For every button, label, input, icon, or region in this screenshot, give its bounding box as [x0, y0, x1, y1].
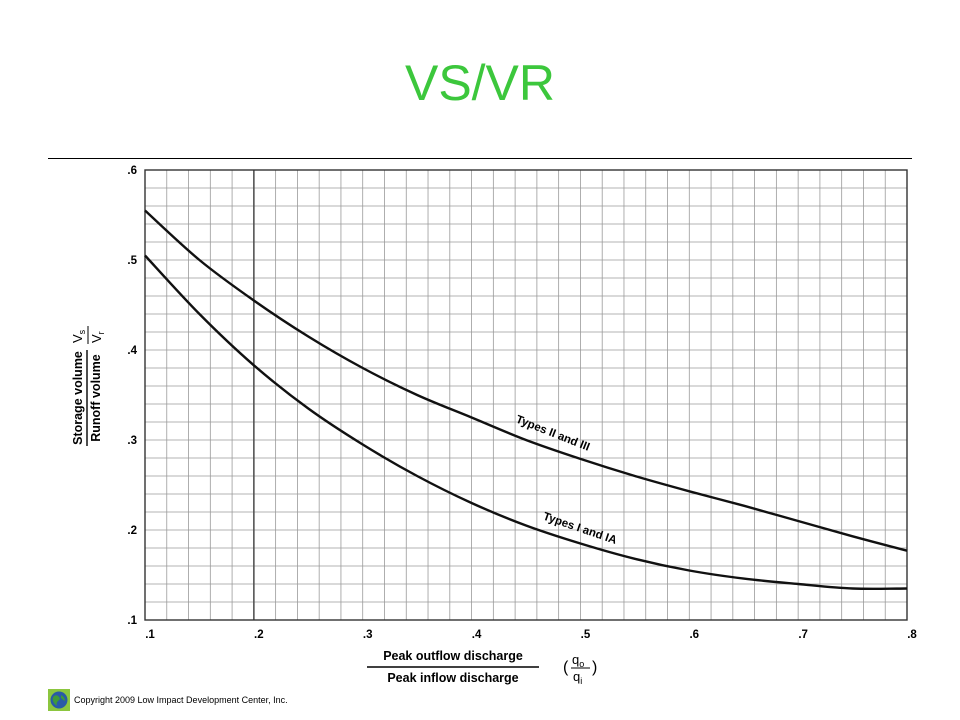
y-tick-label: .1: [127, 615, 137, 627]
x-tick-label: .5: [581, 629, 591, 641]
chart-grid: [144, 169, 908, 621]
x-symbol-close-paren: ): [592, 659, 597, 676]
x-axis-label: Peak outflow discharge Peak inflow disch…: [367, 649, 597, 686]
x-tick-label: .3: [363, 629, 373, 641]
y-axis-label-top: Storage volume: [71, 351, 85, 445]
x-tick-label: .6: [689, 629, 699, 641]
series-label-2: Types I and IA: [541, 511, 618, 547]
x-tick-label: .8: [907, 629, 917, 641]
footer: Copyright 2009 Low Impact Development Ce…: [48, 688, 288, 712]
y-tick-label: .3: [127, 435, 137, 447]
y-symbol-numerator: Vs: [70, 329, 87, 343]
x-tick-label: .4: [472, 629, 482, 641]
globe-logo-icon: [48, 689, 70, 711]
chart-series: [144, 209, 908, 591]
footer-copyright: Copyright 2009 Low Impact Development Ce…: [74, 695, 288, 705]
x-tick-label: .1: [145, 629, 155, 641]
y-axis-label: Storage volume Runoff volume Vs Vr: [70, 326, 106, 446]
title-divider: [48, 158, 912, 159]
x-tick-label: .7: [798, 629, 808, 641]
x-axis-label-bottom: Peak inflow discharge: [387, 671, 518, 685]
plot-frame: [144, 169, 908, 621]
y-axis-label-bottom: Runoff volume: [89, 354, 103, 442]
slide-title: VS/VR: [404, 55, 556, 111]
y-symbol-denominator: Vr: [89, 331, 106, 343]
series-line-2: [144, 254, 908, 591]
y-tick-label: .2: [127, 525, 137, 537]
series-line-1: [144, 209, 908, 552]
series-label-1: Types II and III: [514, 414, 591, 454]
x-symbol-numerator: qo: [572, 652, 584, 669]
y-tick-label: .6: [127, 165, 137, 177]
y-tick-label: .4: [127, 345, 137, 357]
x-axis-label-top: Peak outflow discharge: [383, 649, 523, 663]
x-symbol-open-paren: (: [563, 659, 569, 676]
y-tick-label: .5: [127, 255, 137, 267]
x-symbol-denominator: qi: [573, 669, 582, 686]
chart-ticks: .1 .2 .3 .4 .5 .6 .7 .8 .1 .2 .3 .4 .5 .6: [127, 165, 917, 641]
x-tick-label: .2: [254, 629, 264, 641]
x-axis-symbol: ( qo qi ): [563, 652, 597, 686]
